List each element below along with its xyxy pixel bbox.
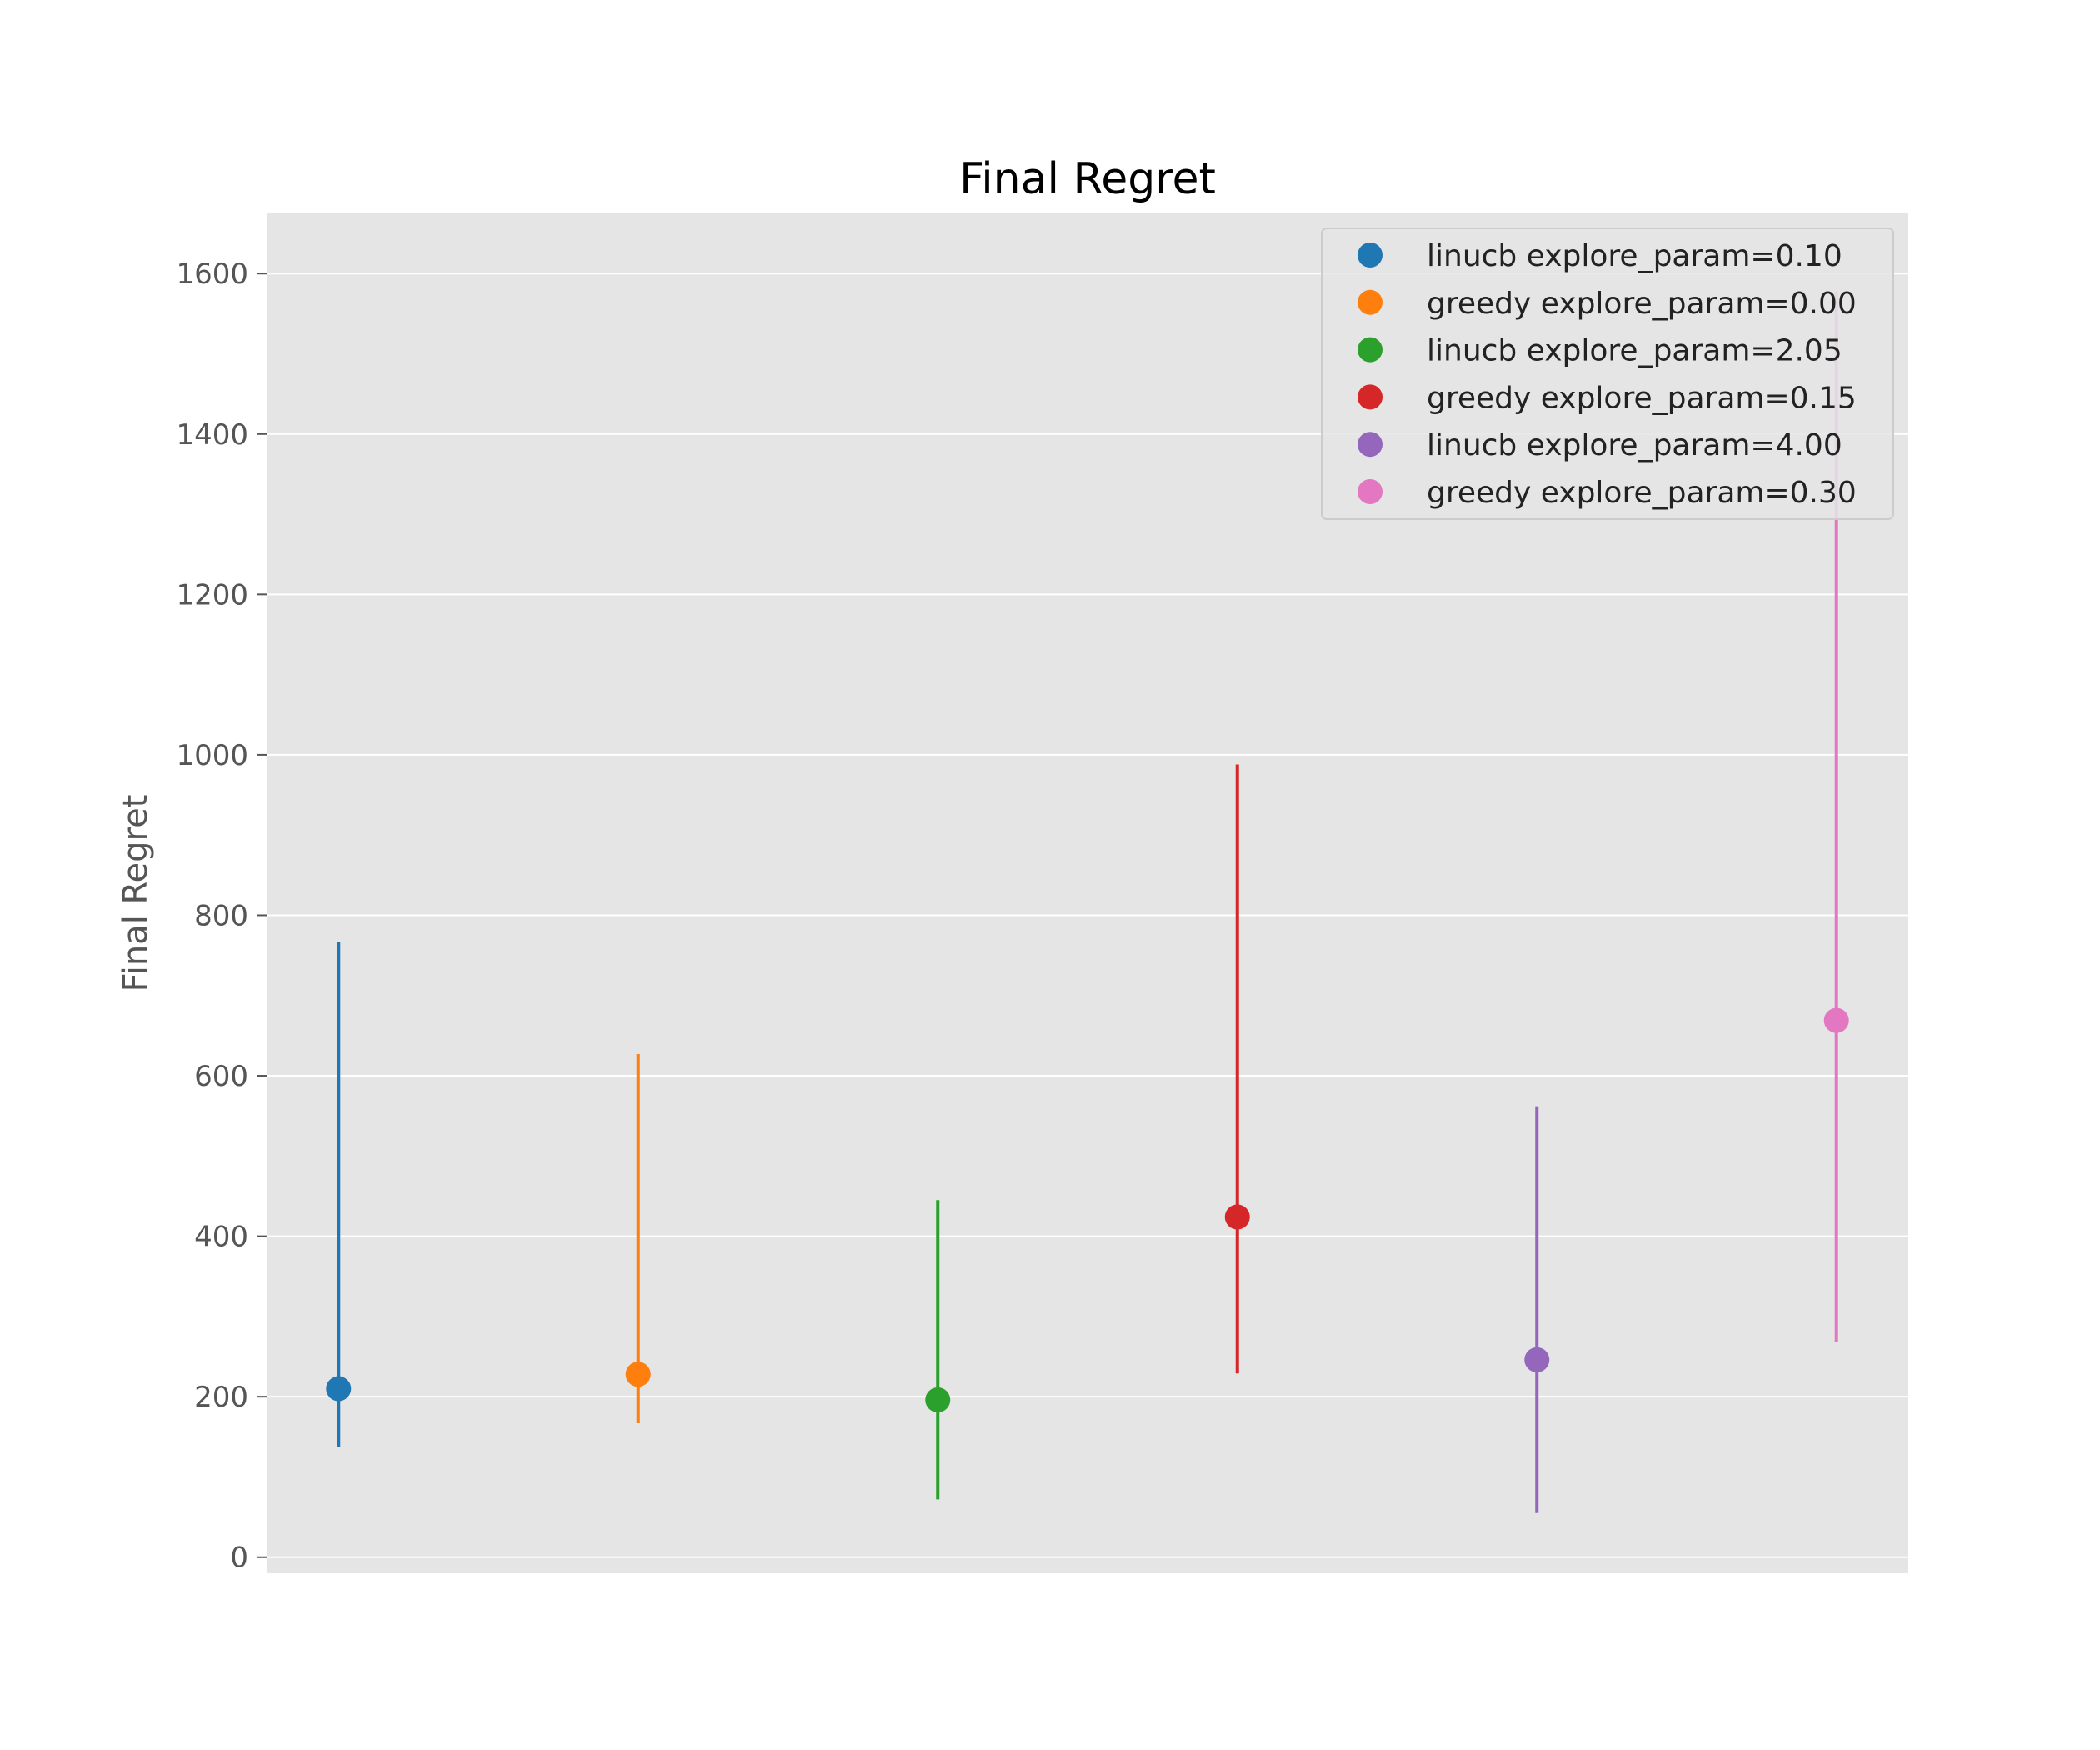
y-tick-label: 1000 <box>176 739 248 772</box>
data-point <box>1524 1347 1550 1372</box>
y-tick-label: 200 <box>194 1381 248 1414</box>
data-point <box>925 1388 951 1413</box>
legend-item: linucb explore_param=4.00 <box>1358 428 1842 462</box>
y-tick-label: 600 <box>194 1060 248 1093</box>
legend-marker <box>1358 242 1382 268</box>
legend-box <box>1321 228 1894 520</box>
legend-label: greedy explore_param=0.30 <box>1427 476 1857 510</box>
data-point <box>1823 1008 1849 1033</box>
legend-item: greedy explore_param=0.30 <box>1358 476 1857 510</box>
legend-marker <box>1358 337 1382 362</box>
legend-label: linucb explore_param=0.10 <box>1427 239 1842 273</box>
legend-label: greedy explore_param=0.15 <box>1427 381 1857 415</box>
legend-marker <box>1358 479 1382 504</box>
grid-lines <box>267 272 1908 1558</box>
data-series <box>326 291 1849 1513</box>
legend-label: greedy explore_param=0.00 <box>1427 287 1857 321</box>
legend-marker <box>1358 432 1382 458</box>
data-point <box>326 1376 352 1402</box>
legend-label: linucb explore_param=4.00 <box>1427 428 1842 462</box>
legend-item: linucb explore_param=2.05 <box>1358 334 1842 368</box>
series-group <box>326 942 352 1448</box>
series-group <box>1224 764 1250 1374</box>
y-tick-label: 1600 <box>176 258 248 291</box>
legend-label: linucb explore_param=2.05 <box>1427 334 1842 368</box>
series-group <box>1524 1106 1550 1513</box>
legend-item: greedy explore_param=0.00 <box>1358 287 1857 321</box>
legend-marker <box>1358 289 1382 315</box>
y-tick-label: 400 <box>194 1221 248 1254</box>
series-group <box>925 1200 951 1500</box>
legend-item: linucb explore_param=0.10 <box>1358 239 1842 273</box>
y-tick-label: 1400 <box>176 418 248 452</box>
chart-title: Final Regret <box>959 154 1216 204</box>
y-tick-label: 800 <box>194 899 248 932</box>
series-group <box>625 1054 651 1423</box>
legend-item: greedy explore_param=0.15 <box>1358 381 1857 415</box>
y-tick-label: 0 <box>230 1542 248 1575</box>
y-axis-label: Final Regret <box>117 795 155 992</box>
data-point <box>1224 1204 1250 1230</box>
data-point <box>625 1362 651 1388</box>
y-axis-ticks: 0 200 400 600 800 1000 1200 1400 1600 <box>176 258 267 1575</box>
legend-marker <box>1358 384 1382 410</box>
y-tick-label: 1200 <box>176 578 248 612</box>
